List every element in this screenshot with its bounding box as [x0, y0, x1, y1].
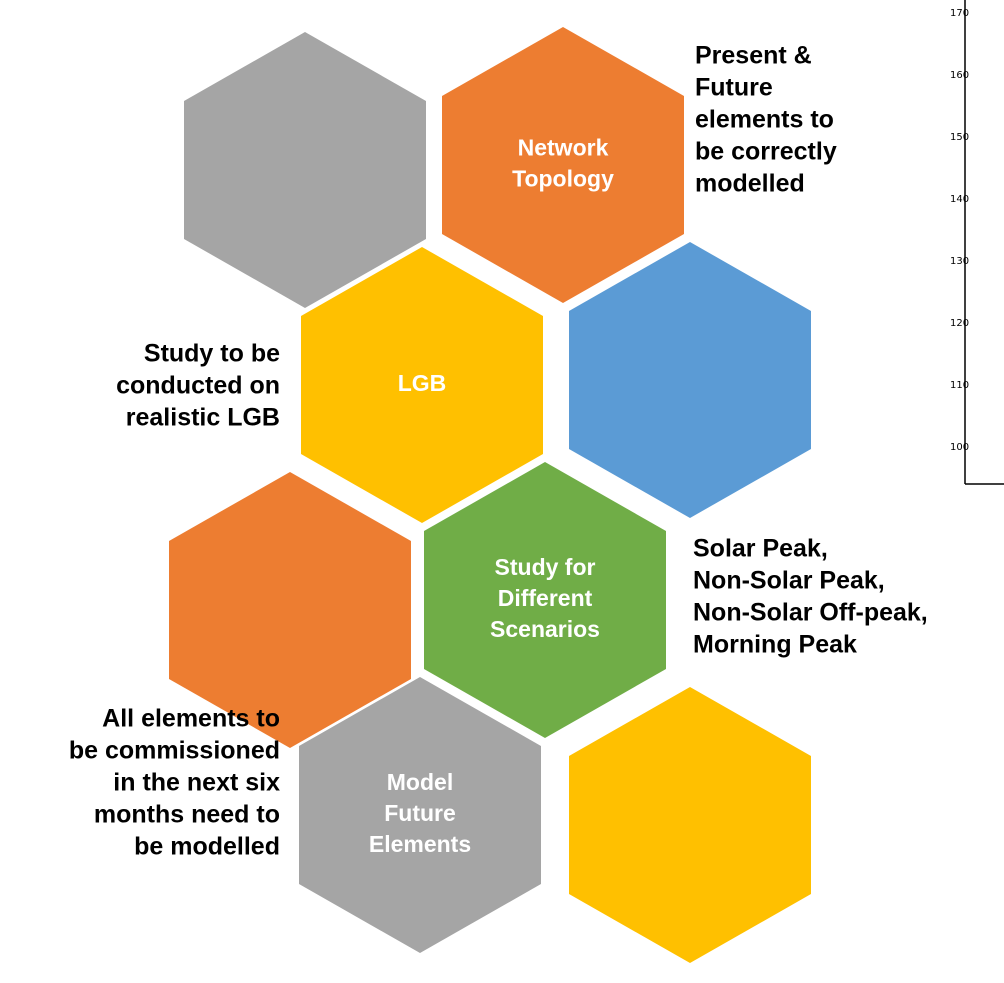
- note-text: conducted on: [116, 372, 280, 400]
- hexagon-label: Topology: [512, 166, 614, 192]
- hexagon: [184, 32, 426, 308]
- axis-label: 120: [950, 318, 969, 329]
- note-text: elements to: [695, 106, 834, 134]
- axis-label: 130: [950, 256, 969, 267]
- axis-label: 160: [950, 70, 969, 81]
- note-text: be correctly: [695, 138, 837, 166]
- note-text: Solar Peak,: [693, 535, 828, 563]
- hexagon-label: Model: [387, 769, 453, 795]
- hexagon: [569, 687, 811, 963]
- note-text: Non-Solar Peak,: [693, 567, 885, 595]
- hexagon: [299, 677, 541, 953]
- axis-label: 140: [950, 194, 969, 205]
- note-text: modelled: [695, 170, 805, 198]
- note-text: Non-Solar Off-peak,: [693, 599, 928, 627]
- hexagon-label: Network: [518, 135, 609, 161]
- hexagon-label: LGB: [398, 370, 447, 396]
- note-text: realistic LGB: [126, 404, 280, 432]
- note-text: be modelled: [134, 833, 280, 861]
- axis-label: 110: [950, 380, 969, 391]
- note-text: Future: [695, 74, 773, 102]
- note-text: Present &: [695, 42, 812, 70]
- hexagon-label: Future: [384, 800, 456, 826]
- axis-label: 170: [950, 8, 969, 19]
- hexagon: [569, 242, 811, 518]
- note-text: All elements to: [102, 705, 280, 733]
- note-text: Morning Peak: [693, 631, 857, 659]
- hexagon: [301, 247, 543, 523]
- note-text: in the next six: [113, 769, 280, 797]
- axis-label: 100: [950, 442, 969, 453]
- hexagon-label: Study for: [495, 554, 596, 580]
- hexagon-label: Scenarios: [490, 616, 600, 642]
- hexagon: [169, 472, 411, 748]
- hexagon-label: Elements: [369, 831, 471, 857]
- hexagon: [424, 462, 666, 738]
- note-text: months need to: [94, 801, 280, 829]
- note-text: Study to be: [144, 340, 280, 368]
- hexagon-label: Different: [498, 585, 593, 611]
- axis-label: 150: [950, 132, 969, 143]
- note-text: be commissioned: [69, 737, 280, 765]
- hexagon: [442, 27, 684, 303]
